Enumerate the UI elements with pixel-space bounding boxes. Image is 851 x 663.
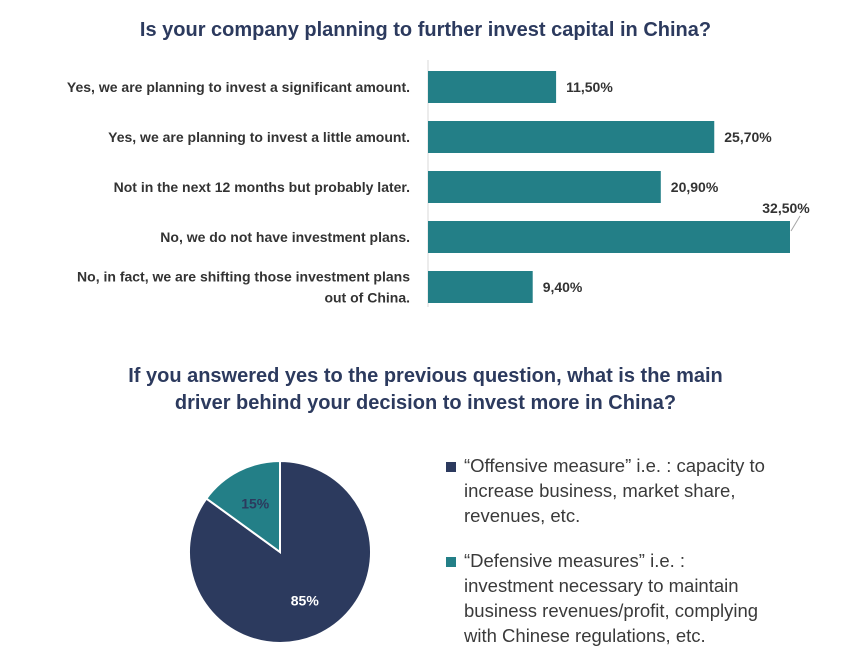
legend-text-offensive: “Offensive measure” i.e. : capacity to i…: [464, 453, 824, 528]
data-label: 20,90%: [671, 179, 719, 195]
data-label: 25,70%: [724, 129, 772, 145]
bar: [428, 221, 790, 253]
legend-swatch-defensive: [446, 557, 456, 567]
legend-text-defensive: “Defensive measures” i.e. : investment n…: [464, 548, 824, 648]
pie-chart-title-line: driver behind your decision to invest mo…: [174, 392, 677, 414]
bar: [428, 71, 557, 103]
category-label: No, in fact, we are shifting those inves…: [77, 269, 410, 285]
data-label-leader-line: [790, 215, 801, 232]
legend-line: with Chinese regulations, etc.: [464, 625, 706, 646]
category-label: Yes, we are planning to invest a little …: [108, 129, 410, 145]
bar: [428, 271, 533, 303]
legend-line: business revenues/profit, complying: [464, 600, 759, 621]
legend-line: “Offensive measure” i.e. : capacity to: [464, 455, 765, 476]
pie-slice-label: 85%: [291, 593, 320, 609]
bar: [428, 121, 715, 153]
category-label: Yes, we are planning to invest a signifi…: [67, 79, 410, 95]
pie-chart-title-line: If you answered yes to the previous ques…: [128, 365, 723, 387]
pie-slice: [204, 459, 281, 554]
data-label: 32,50%: [762, 200, 810, 216]
pie-chart: 85% 15%: [188, 459, 372, 644]
legend-line: revenues, etc.: [464, 505, 581, 526]
pie-slice-label: 15%: [241, 495, 270, 511]
category-label: out of China.: [324, 290, 410, 306]
legend-line: investment necessary to maintain: [464, 575, 739, 596]
bar-chart-title: Is your company planning to further inve…: [139, 19, 712, 41]
bar: [428, 171, 661, 203]
category-label: Not in the next 12 months but probably l…: [114, 179, 410, 195]
data-label: 9,40%: [543, 279, 583, 295]
bar-chart: Yes, we are planning to invest a signifi…: [67, 60, 810, 307]
pie-chart-title: If you answered yes to the previous ques…: [0, 363, 851, 417]
data-label: 11,50%: [566, 79, 613, 95]
legend-line: “Defensive measures” i.e. :: [464, 550, 686, 571]
legend-line: increase business, market share,: [464, 480, 736, 501]
legend-swatch-offensive: [446, 462, 456, 472]
category-label: No, we do not have investment plans.: [160, 229, 410, 245]
